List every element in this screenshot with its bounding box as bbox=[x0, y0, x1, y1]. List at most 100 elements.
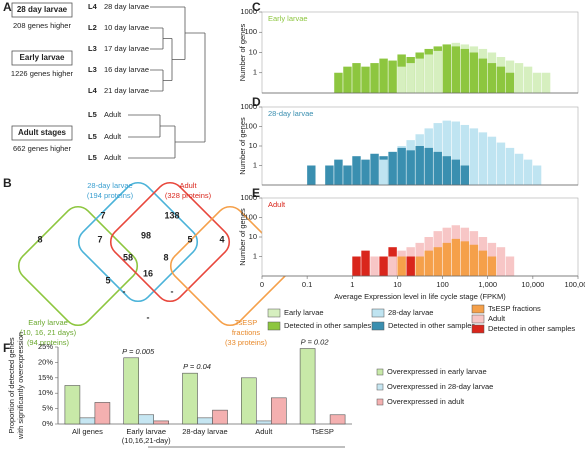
x-axis-label: Average Expression level in life cycle s… bbox=[334, 292, 506, 301]
leaf-name: 16 day larvae bbox=[104, 65, 149, 74]
y-axis-label: with significantly overexpression bbox=[16, 332, 25, 440]
histogram-bar bbox=[442, 44, 452, 93]
histogram-bar bbox=[505, 256, 515, 276]
histogram-bar bbox=[388, 60, 397, 93]
bar bbox=[212, 409, 228, 425]
histogram-bar bbox=[451, 238, 461, 276]
panel-label: D bbox=[252, 95, 261, 109]
set-label: (194 proteins) bbox=[87, 191, 134, 200]
legend-swatch bbox=[471, 314, 485, 324]
legend-swatch bbox=[371, 308, 385, 318]
leaf-name: Adult bbox=[104, 110, 122, 119]
histogram-bar bbox=[496, 142, 506, 185]
histogram-bar bbox=[424, 250, 433, 276]
y-tick-label: 10 bbox=[249, 232, 257, 241]
y-tick-label: 20% bbox=[38, 357, 53, 366]
group-note: 1226 genes higher bbox=[11, 69, 74, 78]
histogram-bar bbox=[496, 66, 506, 93]
bar bbox=[123, 357, 139, 425]
histogram-bar bbox=[379, 58, 388, 93]
set-label: 28-day larvae bbox=[87, 181, 132, 190]
histogram-bar bbox=[514, 63, 524, 93]
legend-swatch bbox=[471, 324, 485, 334]
leaf-name: 21 day larvae bbox=[104, 86, 149, 95]
legend-swatch bbox=[376, 368, 384, 376]
set-label: (10, 16, 21 days) bbox=[20, 328, 77, 337]
region-count: 5 bbox=[105, 275, 110, 285]
region-count: 8 bbox=[37, 234, 42, 244]
region-count: 138 bbox=[164, 210, 179, 220]
histogram-bar bbox=[334, 72, 343, 93]
histogram-bar bbox=[541, 72, 551, 93]
x-tick-label: Early larvae (10,16,21-day) bbox=[122, 427, 171, 445]
histogram-bar bbox=[361, 66, 370, 93]
annotation: P = 0.04 bbox=[183, 362, 211, 371]
y-tick-label: 100 bbox=[244, 212, 257, 221]
legend-label: Detected in other samples bbox=[284, 321, 371, 330]
venn-set bbox=[17, 205, 139, 327]
region-count: 8 bbox=[163, 252, 168, 262]
bar bbox=[299, 348, 316, 425]
leaf-level: L5 bbox=[88, 132, 97, 141]
annotation: P = 0.02 bbox=[301, 338, 330, 347]
histogram-bar bbox=[379, 256, 388, 276]
histogram-bar bbox=[406, 150, 415, 185]
annotation: P = 0.005 bbox=[122, 347, 155, 356]
histogram-bar bbox=[469, 244, 479, 276]
bar bbox=[79, 417, 96, 425]
histogram-bar bbox=[532, 165, 542, 185]
leaf-name: Adult bbox=[104, 132, 122, 141]
panel-label: A bbox=[3, 0, 12, 14]
leaves: L4 28 day larvae L2 10 day larvae L3 17 day l… bbox=[88, 2, 149, 162]
y-axis-label: Number of genes bbox=[238, 208, 247, 266]
legend-swatch bbox=[471, 304, 485, 314]
region-count: 4 bbox=[219, 234, 224, 244]
bar bbox=[270, 397, 287, 425]
panel-label: E bbox=[252, 186, 260, 200]
histogram-bar bbox=[343, 66, 352, 93]
histogram-bar bbox=[370, 256, 379, 276]
histogram-bar bbox=[451, 121, 461, 185]
histogram-bar bbox=[487, 256, 497, 276]
legend-swatch bbox=[376, 398, 384, 406]
region-count: 5 bbox=[187, 234, 192, 244]
legend-label: Overexpressed in 28-day larvae bbox=[387, 382, 493, 391]
y-tick-label: 0% bbox=[42, 419, 53, 428]
x-tick-label: All genes bbox=[72, 427, 103, 436]
legend-label: Detected in other samples bbox=[388, 321, 475, 330]
legend-swatch bbox=[371, 321, 385, 331]
set-label: (328 proteins) bbox=[165, 191, 212, 200]
histogram-bar bbox=[451, 46, 461, 93]
region-count: 7 bbox=[97, 234, 102, 244]
leaf-level: L4 bbox=[88, 86, 98, 95]
group-title: 28 day larvae bbox=[17, 5, 68, 14]
set-label: (94 proteins) bbox=[27, 338, 70, 347]
legend-label: Detected in other samples bbox=[488, 324, 575, 333]
legend-label: TsESP fractions bbox=[488, 304, 541, 313]
y-axis-label: Proportion of detected genes bbox=[7, 337, 16, 434]
x-tick-label: 100,000 bbox=[564, 280, 585, 289]
y-tick-label: 25% bbox=[38, 342, 53, 351]
bar bbox=[241, 377, 257, 425]
leaf-level: L2 bbox=[88, 23, 97, 32]
legend-label: Adult bbox=[488, 314, 506, 323]
histogram-bar bbox=[478, 132, 488, 185]
group-box bbox=[11, 50, 73, 66]
histogram-bar bbox=[352, 63, 361, 93]
x-tick-label: TsESP bbox=[311, 427, 334, 436]
histogram-bar bbox=[424, 54, 433, 93]
histogram-bar bbox=[532, 72, 542, 93]
region-count: - bbox=[147, 312, 150, 322]
histogram-bar bbox=[352, 156, 361, 185]
x-tick-label: Adult bbox=[255, 427, 273, 436]
y-tick-label: 1 bbox=[253, 251, 257, 260]
y-tick-label: 1 bbox=[253, 160, 257, 169]
group-note: 208 genes higher bbox=[13, 21, 71, 30]
y-tick-label: 1 bbox=[253, 68, 257, 77]
leaf-level: L5 bbox=[88, 110, 97, 119]
bar bbox=[329, 414, 346, 425]
histogram-bar bbox=[352, 256, 361, 276]
region-count: - bbox=[123, 286, 126, 296]
leaf-name: 10 day larvae bbox=[104, 23, 149, 32]
